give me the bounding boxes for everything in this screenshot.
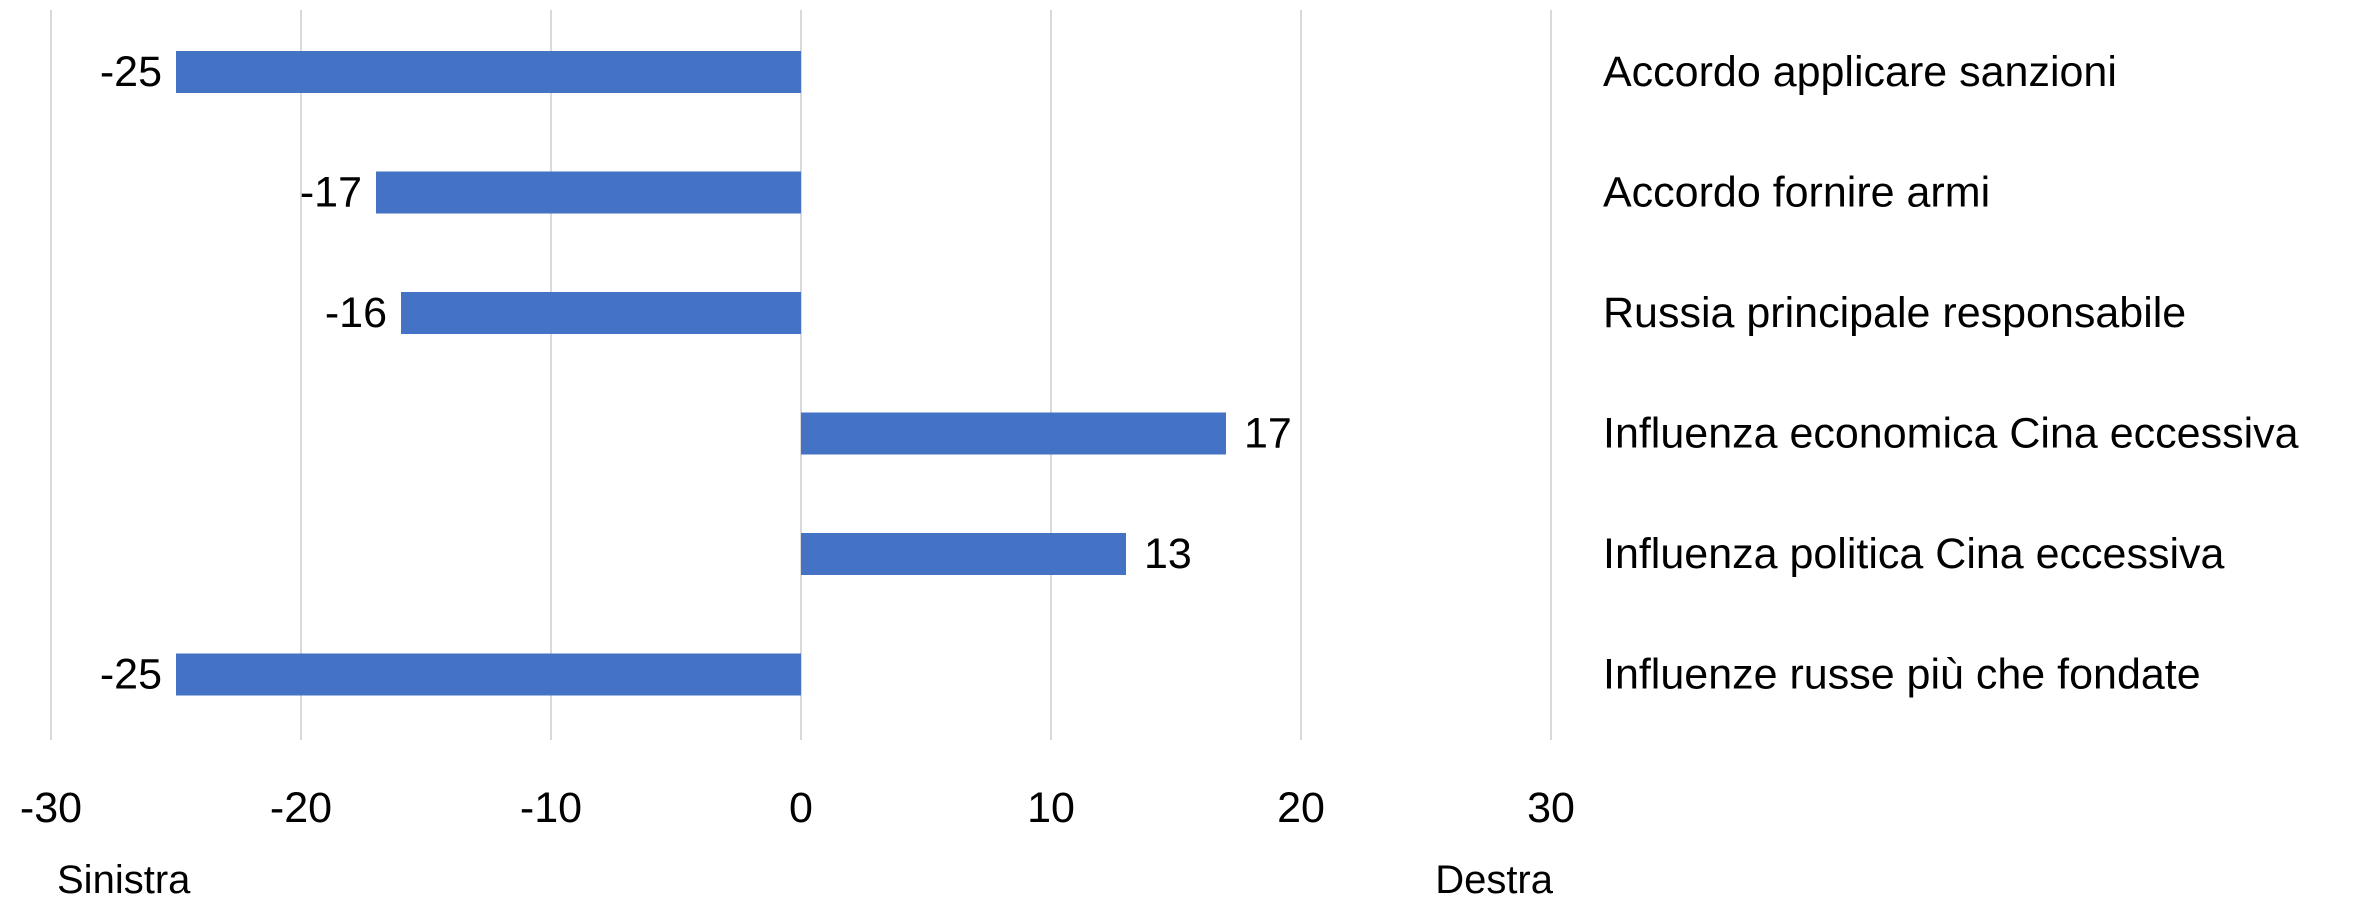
bar-data-label-5: -25 — [100, 651, 162, 699]
x-tick-label-2: -10 — [520, 784, 582, 832]
bar-0 — [176, 51, 801, 93]
axis-end-label-right: Destra — [1435, 858, 1554, 898]
bars — [176, 51, 1226, 696]
bar-data-label-4: 13 — [1144, 530, 1192, 578]
bar-1 — [376, 171, 801, 214]
gridlines — [50, 10, 1552, 740]
x-tick-label-6: 30 — [1527, 784, 1575, 832]
x-tick-label-0: -30 — [20, 784, 82, 832]
category-label-1: Accordo fornire armi — [1603, 169, 1990, 217]
x-axis-tick-labels: -30 -20 -10 0 10 20 30 — [20, 784, 1575, 832]
x-tick-label-4: 10 — [1027, 784, 1075, 832]
axis-end-label-left: Sinistra — [57, 858, 191, 898]
bar-5 — [176, 653, 801, 696]
bar-data-labels: -25 -17 -16 17 13 -25 — [100, 48, 1292, 699]
x-tick-label-5: 20 — [1277, 784, 1325, 832]
x-tick-label-3: 0 — [789, 784, 813, 832]
category-label-0: Accordo applicare sanzioni — [1603, 48, 2117, 96]
category-label-3: Influenza economica Cina eccessiva — [1603, 410, 2299, 458]
bar-2 — [401, 292, 801, 334]
category-label-5: Influenze russe più che fondate — [1603, 651, 2201, 699]
bar-3 — [801, 412, 1226, 455]
category-label-2: Russia principale responsabile — [1603, 289, 2186, 337]
bar-data-label-1: -17 — [300, 169, 362, 217]
category-labels: Accordo applicare sanzioni Accordo fornir… — [1603, 48, 2299, 699]
x-tick-label-1: -20 — [270, 784, 332, 832]
bar-data-label-3: 17 — [1244, 410, 1292, 458]
bar-4 — [801, 533, 1126, 575]
category-label-4: Influenza politica Cina eccessiva — [1603, 530, 2225, 578]
bar-data-label-0: -25 — [100, 48, 162, 96]
bar-data-label-2: -16 — [325, 289, 387, 337]
